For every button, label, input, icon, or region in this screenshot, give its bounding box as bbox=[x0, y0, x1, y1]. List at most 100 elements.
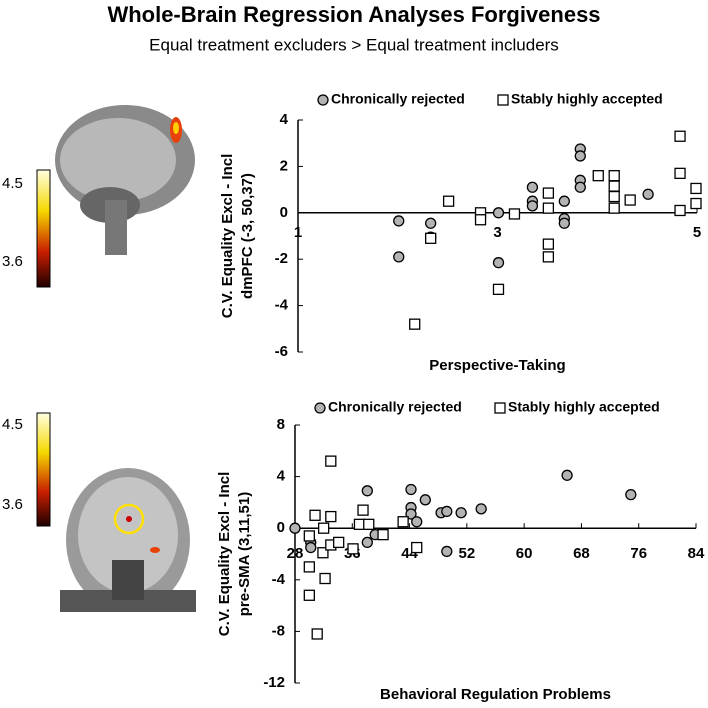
y-tick-label: 0 bbox=[277, 519, 285, 536]
point bbox=[674, 167, 686, 180]
point bbox=[558, 195, 570, 207]
point bbox=[325, 455, 337, 467]
y-tick-label: 4 bbox=[277, 468, 286, 485]
x-axis-label: Behavioral Regulation Problems bbox=[380, 686, 611, 703]
point bbox=[303, 530, 315, 542]
point bbox=[311, 628, 323, 640]
point bbox=[608, 202, 620, 214]
point bbox=[441, 505, 453, 518]
point bbox=[393, 215, 405, 227]
point bbox=[474, 214, 487, 226]
legend-marker bbox=[317, 94, 329, 106]
x-tick-label: 84 bbox=[688, 545, 705, 562]
point bbox=[674, 130, 686, 142]
point bbox=[625, 489, 637, 501]
point bbox=[608, 170, 620, 182]
brain-coronal bbox=[60, 468, 196, 612]
point bbox=[303, 589, 315, 601]
point bbox=[309, 509, 321, 521]
point bbox=[353, 518, 366, 530]
point bbox=[674, 204, 686, 217]
legend-marker bbox=[314, 402, 326, 414]
point bbox=[333, 536, 345, 549]
point bbox=[592, 170, 604, 182]
point bbox=[363, 518, 375, 530]
point bbox=[317, 522, 330, 534]
y-tick-label: -4 bbox=[275, 297, 289, 314]
point bbox=[608, 190, 620, 203]
legend-marker bbox=[497, 94, 509, 106]
x-tick-label: 60 bbox=[516, 545, 533, 562]
point bbox=[361, 485, 373, 497]
colorbar-label: 3.6 bbox=[2, 253, 23, 270]
point bbox=[325, 510, 337, 523]
y-tick-label: -2 bbox=[275, 250, 288, 267]
y-axis-label: C.V. Equality Excl - Incl bbox=[219, 154, 236, 319]
y-tick-label: -12 bbox=[263, 674, 285, 691]
y-tick-label: 4 bbox=[280, 111, 289, 128]
point bbox=[624, 194, 636, 206]
colorbar-label: 3.6 bbox=[2, 496, 23, 513]
y-axis-label: C.V. Equality Excl - Incl bbox=[216, 472, 233, 637]
point bbox=[542, 238, 555, 250]
y-axis-label: pre-SMA (3,11,51) bbox=[236, 492, 253, 617]
point bbox=[690, 182, 702, 195]
point bbox=[441, 545, 453, 558]
point bbox=[526, 181, 539, 193]
point bbox=[558, 217, 570, 229]
point bbox=[455, 507, 467, 519]
point bbox=[690, 197, 702, 210]
point bbox=[561, 469, 573, 481]
legend-label: Chronically rejected bbox=[331, 91, 465, 107]
x-tick-label: 52 bbox=[459, 545, 476, 562]
point bbox=[411, 541, 423, 554]
point bbox=[574, 150, 586, 162]
y-axis-label: dmPFC (-3, 50,37) bbox=[239, 173, 256, 299]
point bbox=[357, 504, 369, 516]
point bbox=[377, 529, 389, 541]
point bbox=[508, 208, 521, 220]
point bbox=[492, 283, 505, 296]
point bbox=[542, 202, 555, 214]
legend-label: Chronically rejected bbox=[328, 399, 462, 415]
y-tick-label: 2 bbox=[280, 157, 288, 174]
point bbox=[425, 217, 437, 229]
title: Whole-Brain Regression Analyses Forgiven… bbox=[107, 2, 600, 27]
subtitle: Equal treatment excluders > Equal treatm… bbox=[149, 35, 559, 54]
point bbox=[303, 561, 315, 573]
point bbox=[542, 187, 555, 199]
point bbox=[425, 232, 437, 244]
x-axis-label: Perspective-Taking bbox=[429, 357, 565, 374]
point bbox=[347, 543, 359, 555]
point bbox=[542, 251, 555, 263]
x-tick-label: 28 bbox=[287, 545, 304, 562]
legend-marker bbox=[494, 402, 506, 414]
point bbox=[492, 207, 505, 219]
x-tick-label: 68 bbox=[573, 545, 590, 562]
point bbox=[419, 494, 431, 506]
point bbox=[574, 181, 586, 193]
point bbox=[642, 188, 654, 200]
point bbox=[608, 180, 620, 192]
brain-sagittal bbox=[55, 105, 195, 255]
point bbox=[319, 572, 331, 585]
y-tick-label: -8 bbox=[272, 622, 285, 639]
colorbar-label: 4.5 bbox=[2, 416, 23, 433]
point bbox=[526, 200, 539, 212]
x-tick-label: 1 bbox=[294, 224, 302, 241]
point bbox=[305, 541, 317, 554]
point bbox=[405, 483, 417, 496]
point bbox=[475, 503, 487, 515]
x-tick-label: 76 bbox=[630, 545, 647, 562]
point bbox=[411, 516, 423, 528]
x-tick-label: 5 bbox=[693, 224, 701, 241]
x-tick-label: 3 bbox=[493, 224, 501, 241]
colorbar bbox=[36, 169, 51, 288]
legend-label: Stably highly accepted bbox=[508, 399, 660, 415]
point bbox=[289, 522, 301, 534]
point bbox=[361, 536, 373, 549]
point bbox=[393, 251, 405, 263]
legend-label: Stably highly accepted bbox=[511, 91, 663, 107]
point bbox=[492, 257, 505, 269]
